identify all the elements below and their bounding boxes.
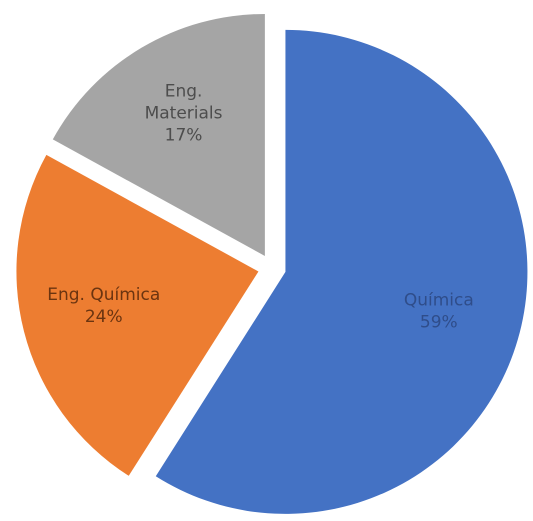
slice-category-label: Eng. Materials [145,81,223,123]
slice-category-label: Eng. Química [47,285,160,305]
slice-category-label: Química [404,290,474,310]
pie-slice [155,29,528,514]
pie-slice [16,154,259,476]
pie-slice [52,13,265,256]
slice-value-label: 17% [165,125,203,145]
slice-value-label: 59% [420,312,458,332]
slice-value-label: 24% [85,307,123,327]
